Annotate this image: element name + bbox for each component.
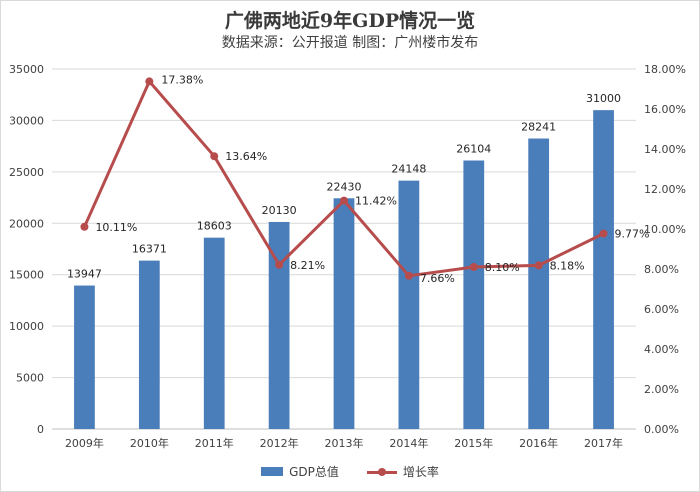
y-left-tick-label: 30000 (9, 114, 44, 127)
y-left-tick-label: 15000 (9, 269, 44, 282)
y-right-tick-label: 16.00% (644, 103, 686, 116)
legend-label-gdp: GDP总值 (289, 465, 339, 479)
line-point (469, 263, 478, 271)
y-right-tick-label: 4.00% (644, 343, 679, 356)
line-data-label: 7.66% (420, 272, 455, 285)
line-data-label: 8.10% (485, 261, 520, 274)
bar (138, 260, 160, 429)
y-left-tick-label: 25000 (9, 166, 44, 179)
line-point (404, 271, 413, 280)
bar (203, 237, 225, 429)
legend-label-growth: 增长率 (402, 465, 439, 479)
x-tick-label: 2009年 (65, 436, 104, 450)
line-point (534, 261, 543, 270)
x-tick-label: 2016年 (519, 436, 558, 450)
y-right-tick-label: 18.00% (644, 63, 686, 76)
line-data-label: 17.38% (161, 73, 203, 86)
bar (333, 198, 355, 429)
y-left-tick-label: 5000 (16, 372, 44, 385)
x-tick-label: 2010年 (130, 436, 169, 450)
x-tick-label: 2014年 (389, 436, 428, 450)
x-tick-label: 2011年 (195, 436, 234, 450)
legend: GDP总值 增长率 (0, 463, 700, 480)
bar-data-label: 16371 (132, 243, 167, 256)
y-left-tick-label: 20000 (9, 217, 44, 230)
bar-data-label: 31000 (586, 92, 621, 105)
legend-item-gdp: GDP总值 (261, 463, 339, 480)
legend-swatch-gdp (261, 467, 284, 476)
line-data-label: 8.18% (550, 259, 585, 272)
bar-data-label: 26104 (456, 143, 491, 156)
line-point (210, 152, 219, 161)
bar (463, 160, 485, 429)
y-right-tick-label: 6.00% (644, 303, 679, 316)
bar (528, 138, 550, 429)
line-data-label: 13.64% (225, 150, 267, 163)
line-data-label: 8.21% (290, 259, 325, 272)
bar-data-label: 13947 (67, 268, 102, 281)
bar-data-label: 20130 (262, 204, 297, 217)
line-data-label: 11.42% (355, 195, 397, 208)
y-right-tick-label: 8.00% (644, 263, 679, 276)
line-point (80, 222, 89, 231)
legend-swatch-growth (366, 467, 397, 477)
bar (74, 285, 95, 429)
line-data-label: 9.77% (615, 228, 650, 241)
y-left-tick-label: 0 (37, 423, 44, 436)
bar (593, 110, 614, 430)
bar-data-label: 18603 (197, 220, 232, 233)
y-right-tick-label: 14.00% (644, 143, 686, 156)
x-tick-label: 2015年 (454, 436, 493, 450)
y-right-tick-label: 2.00% (644, 383, 679, 396)
x-tick-label: 2013年 (325, 436, 364, 450)
legend-item-growth: 增长率 (366, 463, 439, 480)
line-point (340, 196, 348, 205)
line-point (145, 77, 154, 86)
x-tick-label: 2017年 (584, 436, 623, 450)
bar-data-label: 22430 (327, 180, 362, 193)
chart-subtitle: 数据来源：公开报道 制图：广州楼市发布 (221, 35, 479, 51)
line-point (599, 229, 608, 238)
bar-data-label: 24148 (391, 163, 426, 176)
bar-data-label: 28241 (521, 121, 556, 134)
y-left-tick-label: 35000 (9, 63, 44, 76)
y-right-tick-label: 0.00% (644, 423, 679, 436)
x-tick-label: 2012年 (260, 436, 299, 450)
line-data-label: 10.11% (95, 221, 137, 234)
line-point (275, 260, 284, 269)
y-left-tick-label: 10000 (9, 320, 44, 333)
bar (398, 180, 420, 429)
bar (268, 221, 290, 429)
chart-title: 广佛两地近9年GDP情况一览 (224, 10, 476, 32)
y-right-tick-label: 10.00% (644, 223, 686, 236)
y-right-tick-label: 12.00% (644, 183, 686, 196)
